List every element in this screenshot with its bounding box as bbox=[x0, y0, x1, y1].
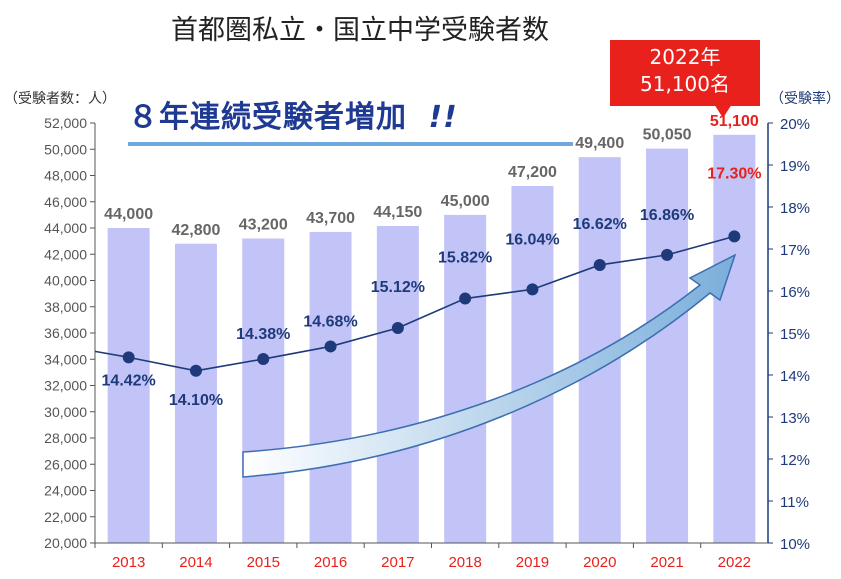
headline-emphasis: !! bbox=[428, 100, 458, 135]
bar-label-2022: 51,100 bbox=[710, 113, 759, 130]
x-tick-label: 2015 bbox=[247, 554, 280, 571]
rate-label-2022: 17.30% bbox=[707, 165, 761, 182]
callout-box: 2022年 51,100名 bbox=[610, 40, 760, 106]
left-tick-label: 34,000 bbox=[44, 351, 87, 367]
headline-text: ８年連続受験者増加 bbox=[128, 100, 407, 135]
right-tick-label: 19% bbox=[780, 158, 810, 175]
right-tick-label: 10% bbox=[780, 536, 810, 553]
bar-label-2013: 44,000 bbox=[104, 206, 153, 223]
bar-2014 bbox=[174, 243, 217, 543]
bar-2017 bbox=[376, 226, 419, 543]
right-tick-label: 17% bbox=[780, 242, 810, 259]
x-tick-label: 2021 bbox=[650, 554, 683, 571]
rate-point-2016 bbox=[324, 340, 337, 353]
right-tick-label: 11% bbox=[780, 494, 809, 511]
left-tick-label: 22,000 bbox=[44, 509, 87, 525]
bar-label-2018: 45,000 bbox=[441, 193, 490, 210]
rate-label-2013: 14.42% bbox=[102, 372, 156, 389]
callout-year: 2022年 bbox=[649, 45, 721, 69]
rate-point-2014 bbox=[189, 364, 202, 377]
callout-count: 51,100名 bbox=[640, 72, 730, 96]
x-tick-label: 2017 bbox=[381, 554, 414, 571]
x-tick-label: 2016 bbox=[314, 554, 347, 571]
bar-label-2017: 44,150 bbox=[373, 204, 422, 221]
right-axis-label: （受験率） bbox=[770, 91, 840, 107]
bar-label-2021: 50,050 bbox=[643, 127, 692, 144]
rate-point-2013 bbox=[122, 351, 135, 364]
left-tick-label: 46,000 bbox=[44, 194, 87, 210]
headline: ８年連続受験者増加 !! bbox=[128, 92, 588, 136]
bar-label-2020: 49,400 bbox=[575, 135, 624, 152]
rate-label-2015: 14.38% bbox=[236, 326, 290, 343]
rate-point-2015 bbox=[257, 353, 270, 366]
headline-underline bbox=[128, 142, 573, 146]
left-tick-label: 36,000 bbox=[44, 325, 87, 341]
bar-2018 bbox=[444, 214, 487, 543]
bar-2021 bbox=[646, 148, 689, 543]
rate-label-2020: 16.62% bbox=[573, 216, 627, 233]
left-tick-label: 30,000 bbox=[44, 404, 87, 420]
bar-label-2014: 42,800 bbox=[171, 222, 220, 239]
callout-tail bbox=[714, 104, 732, 118]
left-tick-label: 42,000 bbox=[44, 246, 87, 262]
bar-label-2019: 47,200 bbox=[508, 164, 557, 181]
rate-label-2017: 15.12% bbox=[371, 279, 425, 296]
right-tick-label: 13% bbox=[780, 410, 810, 427]
rate-point-2017 bbox=[391, 321, 404, 334]
left-tick-label: 32,000 bbox=[44, 378, 87, 394]
bar-2019 bbox=[511, 186, 554, 543]
rate-point-2022 bbox=[728, 230, 741, 243]
rate-label-2019: 16.04% bbox=[505, 231, 559, 248]
left-tick-label: 26,000 bbox=[44, 456, 87, 472]
bar-2016 bbox=[309, 231, 352, 543]
x-tick-label: 2018 bbox=[448, 554, 481, 571]
rate-point-2018 bbox=[459, 292, 472, 305]
left-tick-label: 48,000 bbox=[44, 168, 87, 184]
rate-point-2019 bbox=[526, 283, 539, 296]
x-tick-label: 2013 bbox=[112, 554, 145, 571]
right-tick-label: 12% bbox=[780, 452, 810, 469]
chart-title: 首都圏私立・国立中学受験者数 bbox=[171, 15, 549, 46]
rate-point-2021 bbox=[661, 248, 674, 261]
right-tick-label: 20% bbox=[780, 116, 810, 133]
rate-label-2018: 15.82% bbox=[438, 250, 492, 267]
right-tick-label: 14% bbox=[780, 368, 810, 385]
left-tick-label: 24,000 bbox=[44, 483, 87, 499]
left-tick-label: 20,000 bbox=[44, 535, 87, 551]
rate-label-2016: 14.68% bbox=[303, 313, 357, 330]
left-tick-label: 28,000 bbox=[44, 430, 87, 446]
rate-label-2014: 14.10% bbox=[169, 392, 223, 409]
bar-2015 bbox=[242, 238, 285, 543]
left-tick-label: 40,000 bbox=[44, 273, 87, 289]
growth-arrow bbox=[242, 253, 737, 478]
rate-label-2021: 16.86% bbox=[640, 207, 694, 224]
rate-point-2020 bbox=[593, 258, 606, 271]
right-tick-label: 16% bbox=[780, 284, 810, 301]
x-tick-label: 2020 bbox=[583, 554, 616, 571]
left-axis-label: （受験者数：人） bbox=[4, 91, 116, 107]
bar-2022 bbox=[713, 134, 756, 543]
left-tick-label: 50,000 bbox=[44, 141, 87, 157]
left-tick-label: 44,000 bbox=[44, 220, 87, 236]
x-tick-label: 2022 bbox=[718, 554, 751, 571]
bar-2013 bbox=[107, 228, 150, 543]
bar-label-2016: 43,700 bbox=[306, 210, 355, 227]
bar-label-2015: 43,200 bbox=[239, 217, 288, 234]
left-tick-label: 52,000 bbox=[44, 115, 87, 131]
x-tick-label: 2014 bbox=[179, 554, 212, 571]
left-tick-label: 38,000 bbox=[44, 299, 87, 315]
right-tick-label: 15% bbox=[780, 326, 810, 343]
right-tick-label: 18% bbox=[780, 200, 810, 217]
x-tick-label: 2019 bbox=[516, 554, 549, 571]
